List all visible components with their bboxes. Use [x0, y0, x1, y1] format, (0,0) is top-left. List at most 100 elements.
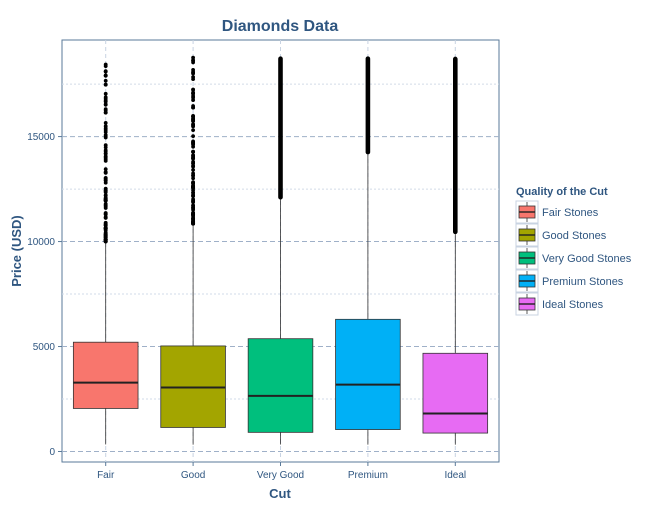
outlier-point [191, 161, 196, 166]
outlier-point [191, 216, 196, 221]
outlier-point [191, 90, 196, 95]
outlier-point [103, 223, 108, 228]
outlier-point [103, 180, 108, 185]
outlier-point [191, 185, 196, 189]
outlier-points [278, 56, 283, 200]
iqr-box [72, 341, 139, 409]
outlier-point [191, 173, 196, 178]
outlier-point [103, 188, 108, 193]
outlier-point [103, 91, 108, 96]
outlier-point [103, 145, 108, 150]
outlier-point [103, 121, 108, 125]
outlier-point [103, 211, 108, 215]
outlier-point [191, 122, 196, 127]
outlier-point [191, 156, 196, 161]
legend-label: Fair Stones [542, 207, 599, 219]
y-tick-label: 5000 [33, 342, 56, 353]
legend-item: Fair Stones [515, 200, 599, 224]
outlier-point [191, 58, 196, 63]
outlier-point [191, 87, 196, 92]
outlier-point [103, 193, 108, 198]
outlier-point [103, 110, 108, 115]
chart-title: Diamonds Data [222, 18, 339, 35]
outlier-point [103, 69, 108, 74]
box-fair [72, 62, 139, 445]
box-premium [335, 56, 401, 445]
outlier-point [191, 207, 196, 212]
outlier-point [191, 153, 196, 158]
legend-item: Good Stones [515, 223, 607, 247]
outlier-point [191, 220, 196, 225]
box-very-good [247, 56, 314, 445]
x-tick-label: Very Good [257, 470, 304, 481]
outlier-point [103, 82, 108, 87]
x-tick-label: Premium [348, 470, 388, 481]
outlier-point [103, 206, 108, 210]
outlier-point [103, 216, 108, 220]
outlier-point [103, 167, 108, 172]
outlier-point [191, 141, 196, 146]
outlier-point [191, 94, 196, 98]
outlier-point [191, 167, 196, 172]
outlier-point [103, 99, 108, 104]
legend-label: Ideal Stones [542, 299, 604, 311]
outlier-point [191, 176, 196, 181]
outlier-point [191, 70, 196, 75]
box-good [160, 55, 226, 445]
legend: Quality of the Cut Fair Stones Good Stone… [515, 186, 632, 316]
outlier-point [103, 62, 108, 67]
outlier-point [103, 128, 108, 132]
outlier-point [191, 194, 196, 199]
y-tick-label: 10000 [27, 237, 55, 248]
outlier-band [365, 56, 371, 155]
outlier-band [278, 56, 283, 200]
outlier-point [191, 77, 196, 82]
y-tick-label: 0 [49, 447, 55, 458]
outlier-points [365, 56, 371, 155]
box-ideal [422, 56, 489, 445]
outlier-points [453, 56, 458, 235]
box-series [72, 55, 489, 445]
legend-title: Quality of the Cut [516, 186, 608, 198]
outlier-point [103, 170, 108, 175]
outlier-point [103, 135, 108, 140]
x-tick-label: Good [181, 470, 205, 481]
outlier-point [103, 226, 108, 231]
outlier-points [191, 55, 196, 226]
legend-item: Premium Stones [515, 269, 624, 293]
outlier-point [191, 98, 196, 102]
outlier-point [191, 105, 196, 110]
outlier-point [103, 154, 108, 159]
outlier-point [103, 234, 108, 238]
outlier-point [191, 198, 196, 203]
x-tick-label: Fair [97, 470, 115, 481]
y-axis-label: Price (USD) [9, 215, 24, 287]
x-tick-label: Ideal [444, 470, 466, 481]
outlier-points [103, 62, 108, 244]
outlier-point [103, 177, 108, 182]
x-axis-label: Cut [269, 486, 291, 501]
outlier-point [191, 118, 196, 123]
y-tick-label: 15000 [27, 132, 55, 143]
x-axis: Fair Good Very Good Premium Ideal [97, 462, 466, 481]
outlier-point [191, 212, 196, 217]
outlier-point [191, 134, 196, 139]
outlier-point [191, 128, 196, 133]
outlier-point [103, 239, 108, 244]
legend-label: Very Good Stones [542, 253, 632, 265]
outlier-point [103, 102, 108, 107]
legend-item: Very Good Stones [515, 246, 632, 270]
legend-label: Good Stones [542, 230, 607, 242]
outlier-point [103, 78, 108, 83]
outlier-point [191, 149, 196, 154]
legend-label: Premium Stones [542, 276, 624, 288]
outlier-point [191, 180, 196, 185]
outlier-point [103, 107, 108, 112]
outlier-point [191, 144, 196, 149]
outlier-point [191, 164, 196, 169]
legend-item: Ideal Stones [515, 292, 604, 316]
outlier-point [191, 114, 196, 118]
outlier-point [103, 148, 108, 153]
